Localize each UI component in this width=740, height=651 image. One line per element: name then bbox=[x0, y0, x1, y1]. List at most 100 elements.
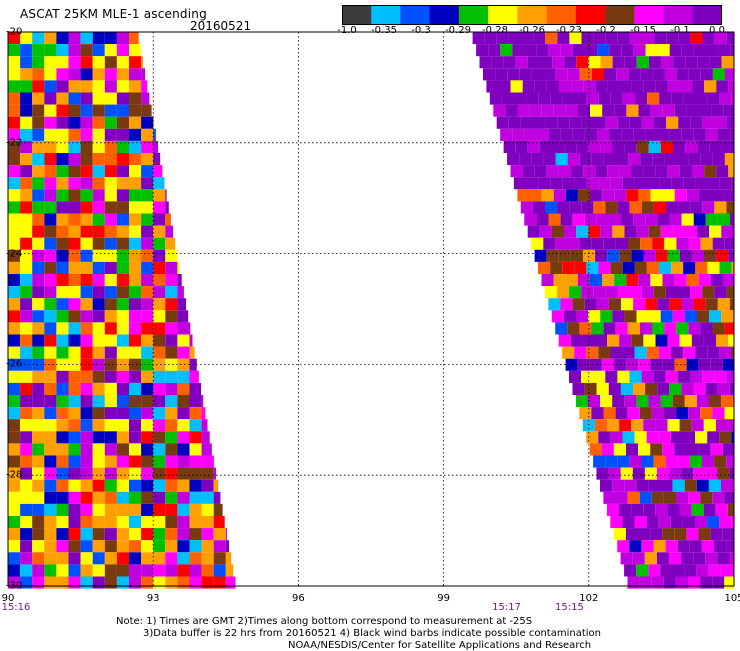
swath-cell bbox=[708, 93, 720, 105]
swath-cell bbox=[597, 214, 609, 226]
swath-cell bbox=[682, 129, 694, 141]
swath-cell bbox=[153, 189, 165, 201]
swath-cell bbox=[129, 516, 141, 528]
swath-cell bbox=[597, 298, 609, 310]
swath-cell bbox=[8, 153, 20, 165]
swath-cell bbox=[588, 56, 600, 68]
swath-cell bbox=[645, 214, 657, 226]
swath-cell bbox=[697, 395, 709, 407]
swath-cell bbox=[525, 44, 537, 56]
swath-cell bbox=[117, 129, 129, 141]
swath-cell bbox=[44, 564, 56, 576]
swath-cell bbox=[676, 238, 688, 250]
swath-cell bbox=[533, 32, 545, 44]
swath-cell bbox=[659, 347, 671, 359]
swath-cell bbox=[538, 177, 550, 189]
swath-cell bbox=[680, 504, 692, 516]
swath-cell bbox=[659, 93, 671, 105]
swath-cell bbox=[93, 443, 105, 455]
swath-cell bbox=[202, 480, 214, 492]
swath-cell bbox=[105, 56, 117, 68]
swath-cell bbox=[581, 286, 593, 298]
swath-cell bbox=[44, 153, 56, 165]
swath-cell bbox=[556, 153, 568, 165]
swath-cell bbox=[44, 504, 56, 516]
swath-cell bbox=[676, 407, 688, 419]
swath-cell bbox=[105, 371, 117, 383]
swath-cell bbox=[594, 117, 606, 129]
swath-cell bbox=[141, 201, 153, 213]
swath-cell bbox=[44, 516, 56, 528]
swath-cell bbox=[687, 189, 699, 201]
time-label: 15:15 bbox=[555, 602, 584, 613]
x-tick-label: 105 bbox=[724, 593, 740, 604]
swath-cell bbox=[165, 298, 177, 310]
swath-cell bbox=[579, 407, 591, 419]
swath-cell bbox=[609, 214, 621, 226]
swath-cell bbox=[44, 238, 56, 250]
swath-cell bbox=[718, 44, 730, 56]
swath-cell bbox=[105, 44, 117, 56]
swath-cell bbox=[690, 371, 702, 383]
swath-cell bbox=[730, 44, 734, 56]
swath-cell bbox=[578, 105, 590, 117]
swath-cell bbox=[630, 201, 642, 213]
swath-cell bbox=[56, 214, 68, 226]
swath-cell bbox=[8, 322, 20, 334]
swath-cell bbox=[692, 504, 704, 516]
swath-cell bbox=[44, 68, 56, 80]
swath-cell bbox=[580, 68, 592, 80]
swath-cell bbox=[153, 359, 165, 371]
swath-cell bbox=[165, 443, 177, 455]
swath-cell bbox=[69, 322, 81, 334]
swath-cell bbox=[32, 492, 44, 504]
swath-cell bbox=[579, 322, 591, 334]
time-label: 15:17 bbox=[492, 602, 521, 613]
swath-cell bbox=[117, 68, 129, 80]
swath-cell bbox=[545, 201, 557, 213]
swath-cell bbox=[631, 504, 643, 516]
swath-cell bbox=[8, 504, 20, 516]
swath-cell bbox=[153, 383, 165, 395]
swath-cell bbox=[8, 310, 20, 322]
swath-cell bbox=[685, 564, 697, 576]
swath-cell bbox=[93, 141, 105, 153]
swath-cell bbox=[56, 129, 68, 141]
swath-cell bbox=[129, 322, 141, 334]
swath-cell bbox=[578, 359, 590, 371]
swath-cell bbox=[8, 492, 20, 504]
swath-cell bbox=[658, 44, 670, 56]
swath-cell bbox=[165, 540, 177, 552]
swath-cell bbox=[93, 552, 105, 564]
swath-cell bbox=[699, 105, 711, 117]
swath-cell bbox=[666, 371, 678, 383]
swath-cell bbox=[93, 226, 105, 238]
swath-cell bbox=[56, 153, 68, 165]
swath-cell bbox=[141, 310, 153, 322]
swath-cell bbox=[20, 528, 32, 540]
swath-cell bbox=[633, 468, 645, 480]
swath-cell bbox=[93, 480, 105, 492]
swath-cell bbox=[712, 492, 724, 504]
swath-cell bbox=[621, 129, 633, 141]
swath-cell bbox=[488, 44, 500, 56]
swath-cell bbox=[531, 68, 543, 80]
swath-cell bbox=[640, 238, 652, 250]
swath-cell bbox=[117, 540, 129, 552]
swath-cell bbox=[117, 153, 129, 165]
swath-cell bbox=[93, 32, 105, 44]
swath-cell bbox=[226, 528, 227, 540]
swath-cell bbox=[44, 395, 56, 407]
swath-cell bbox=[483, 68, 495, 80]
swath-cell bbox=[564, 310, 576, 322]
swath-cell bbox=[723, 274, 734, 286]
swath-cell bbox=[129, 395, 141, 407]
swath-cell bbox=[20, 201, 32, 213]
swath-cell bbox=[630, 117, 642, 129]
swath-cell bbox=[69, 226, 81, 238]
swath-cell bbox=[595, 80, 607, 92]
swath-cell bbox=[666, 540, 678, 552]
swath-cell bbox=[702, 201, 714, 213]
swath-cell bbox=[190, 564, 202, 576]
swath-cell bbox=[20, 335, 32, 347]
